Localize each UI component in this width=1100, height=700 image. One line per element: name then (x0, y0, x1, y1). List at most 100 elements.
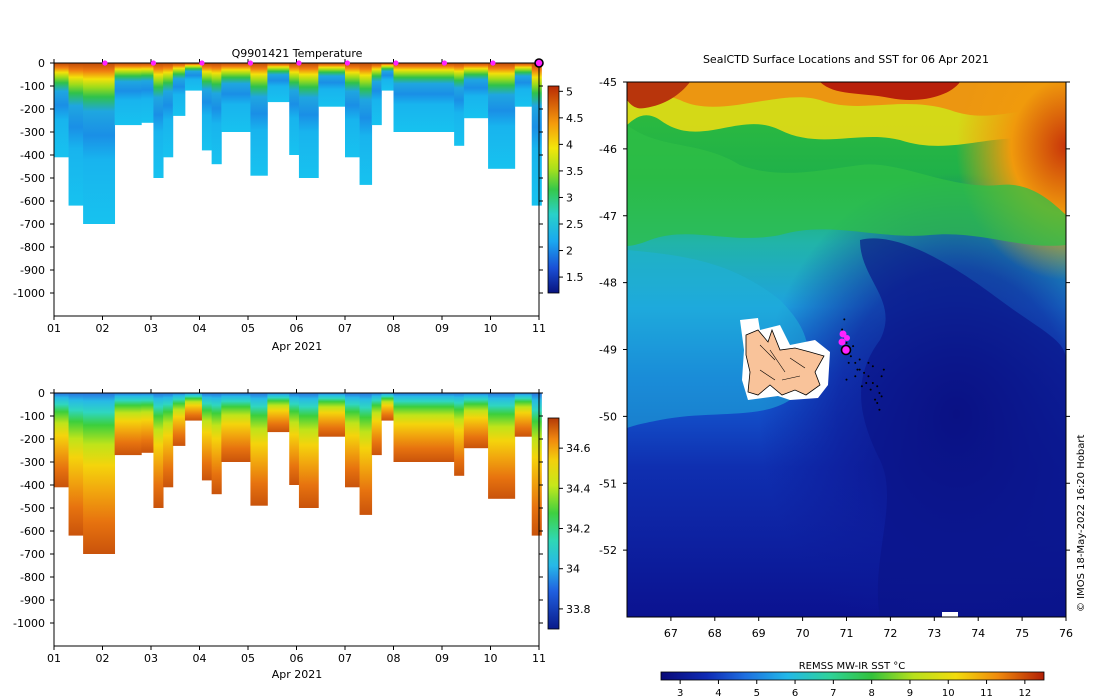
x-tick-label: 01 (47, 652, 61, 665)
track-point (845, 378, 848, 381)
profile-column (184, 63, 203, 91)
x-tick-label: 09 (435, 652, 449, 665)
track-point (854, 361, 857, 364)
profile-column (211, 393, 222, 495)
colorbar-tick-label: 4 (566, 138, 573, 151)
profile-column (163, 393, 174, 488)
y-tick-label: -400 (20, 479, 45, 492)
kerguelen-island (740, 318, 830, 400)
profile-column (454, 63, 465, 146)
track-point (854, 375, 857, 378)
y-tick-label: 0 (38, 57, 45, 70)
y-tick-label: -900 (20, 264, 45, 277)
x-tick-label: 04 (193, 322, 207, 335)
y-tick-label: -700 (20, 218, 45, 231)
profile-column (371, 393, 382, 456)
profile-column (318, 63, 346, 107)
track-point (880, 375, 883, 378)
profile-column (454, 393, 465, 476)
profile-column (235, 63, 251, 132)
colorbar-tick-label: 9 (907, 688, 913, 699)
x-tick-label: 69 (752, 627, 766, 640)
profile-column (221, 393, 237, 462)
y-tick-label: -46 (599, 143, 617, 156)
profile-column (514, 63, 533, 107)
track-point (878, 391, 881, 394)
profile-column (68, 63, 84, 206)
profile-column (429, 393, 455, 462)
surface-location-point (838, 338, 846, 346)
x-tick-label: 68 (708, 627, 722, 640)
track-point (856, 368, 859, 371)
profile-column (463, 393, 489, 449)
colorbar-tick-label: 2 (566, 245, 573, 258)
profile-column (429, 63, 455, 132)
track-point (871, 365, 874, 368)
sst-map-y-ticks: -45 -46 -47 -48 -49 -50 -51 -52 (599, 76, 1070, 557)
colorbar-tick-label: 34.2 (566, 523, 591, 536)
profile-column (184, 393, 203, 421)
profile-column (114, 63, 142, 126)
y-tick-label: -52 (599, 544, 617, 557)
profile-column (267, 393, 290, 433)
profile-column (289, 393, 300, 485)
x-tick-label: 08 (387, 322, 401, 335)
profile-column (371, 63, 382, 126)
profile-column (381, 63, 394, 91)
y-tick-label: -300 (20, 456, 45, 469)
colorbar-tick-label: 34 (566, 563, 580, 576)
profile-column (83, 393, 94, 554)
y-tick-label: -800 (20, 241, 45, 254)
x-tick-label: 08 (387, 652, 401, 665)
track-point (882, 368, 885, 371)
temperature-x-label: Apr 2021 (272, 340, 323, 353)
colorbar-tick-label: 33.8 (566, 603, 591, 616)
y-tick-label: -50 (599, 410, 617, 423)
track-point (843, 318, 846, 321)
track-point (880, 395, 883, 398)
sst-colorbar-ticks: 3 4 5 6 7 8 9 10 11 12 (677, 680, 1031, 699)
track-point (874, 398, 877, 401)
colorbar-tick-label: 4 (715, 688, 721, 699)
salinity-y-ticks: 0 -100 -200 -300 -400 -500 -600 -700 -800 -900 -10… (13, 387, 543, 630)
profile-column (345, 63, 360, 158)
profile-marker (199, 60, 205, 66)
profile-column (298, 393, 319, 508)
track-point (867, 361, 870, 364)
track-point (860, 385, 863, 388)
profile-column (92, 393, 116, 554)
track-point (852, 345, 855, 348)
y-tick-label: -100 (20, 410, 45, 423)
colorbar-tick-label: 12 (1018, 688, 1031, 699)
profile-column (153, 393, 164, 508)
last-position-marker (534, 58, 544, 68)
y-tick-label: -600 (20, 525, 45, 538)
y-tick-label: -45 (599, 76, 617, 89)
y-tick-label: 0 (38, 387, 45, 400)
salinity-x-label: Apr 2021 (272, 668, 323, 681)
profile-column (83, 63, 94, 224)
temperature-colorbar (547, 85, 560, 294)
profile-column (488, 63, 516, 169)
colorbar-tick-label: 11 (980, 688, 993, 699)
x-tick-label: 74 (971, 627, 985, 640)
sst-colorbar (660, 671, 1045, 681)
salinity-plot: 0 -100 -200 -300 -400 -500 -600 -700 -800 -900 -10… (13, 387, 590, 681)
profile-column (114, 393, 142, 456)
x-tick-label: 03 (144, 322, 158, 335)
x-tick-label: 09 (435, 322, 449, 335)
x-tick-label: 01 (47, 322, 61, 335)
temperature-profile-markers (102, 58, 544, 68)
y-tick-label: -800 (20, 571, 45, 584)
x-tick-label: 04 (193, 652, 207, 665)
x-tick-label: 10 (484, 322, 498, 335)
x-tick-label: 06 (290, 652, 304, 665)
temperature-title: Q9901421 Temperature (232, 47, 363, 60)
profile-column (393, 393, 431, 462)
x-tick-label: 10 (484, 652, 498, 665)
profile-column (267, 63, 290, 103)
y-tick-label: -48 (599, 277, 617, 290)
y-tick-label: -600 (20, 195, 45, 208)
sst-map-x-ticks: 67 68 69 70 71 72 73 74 75 76 (664, 617, 1073, 640)
